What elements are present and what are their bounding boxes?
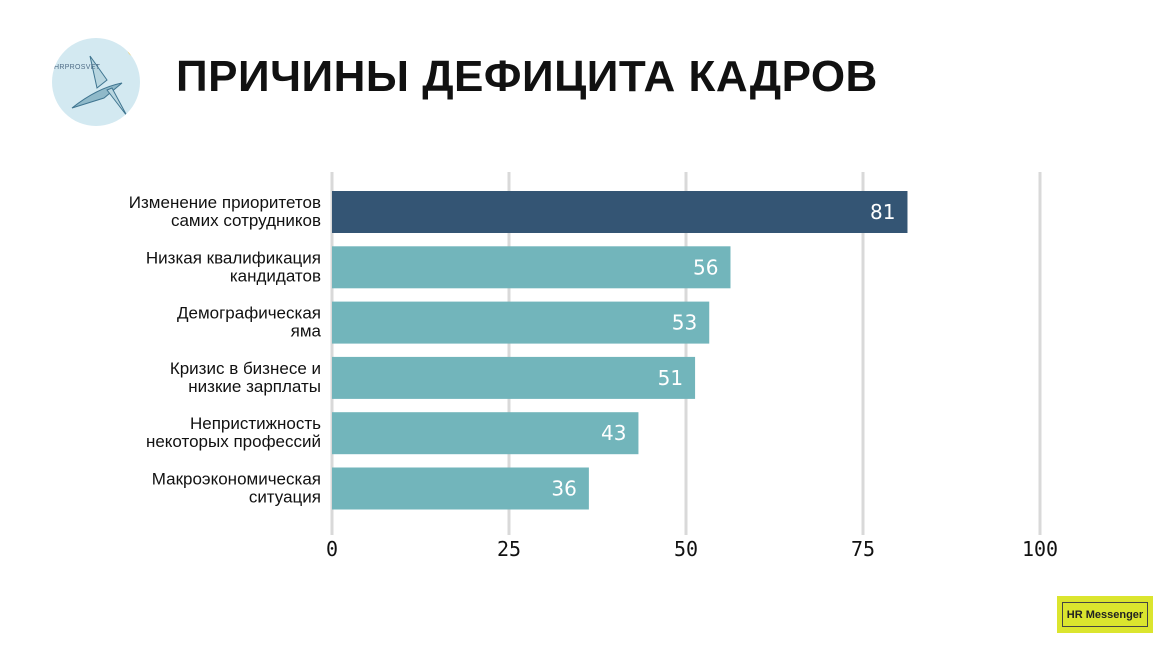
bar: [332, 301, 710, 344]
category-label: Непристижность некоторых профессий: [146, 414, 321, 451]
data-label: 43: [601, 421, 626, 445]
logo-text: HRPROSVET: [54, 64, 101, 71]
bar: [332, 467, 589, 510]
data-label: 53: [672, 311, 697, 335]
category-label: Кризис в бизнесе и низкие зарплаты: [170, 359, 321, 396]
page-title: ПРИЧИНЫ ДЕФИЦИТА КАДРОВ: [176, 52, 878, 101]
data-label: 36: [551, 477, 576, 501]
flying-fish-icon: [71, 39, 140, 117]
category-label: Низкая квалификация кандидатов: [146, 248, 321, 285]
category-label: Демографическая яма: [177, 304, 322, 341]
badge-text: HR Messenger: [1062, 602, 1148, 627]
bar: [332, 356, 696, 399]
data-label: 56: [693, 255, 718, 279]
data-label: 81: [870, 200, 895, 224]
data-label: 51: [658, 366, 683, 390]
category-label: Изменение приоритетов самих сотрудников: [129, 193, 321, 230]
x-tick-label: 100: [1022, 537, 1058, 561]
logo: HRPROSVET: [52, 38, 140, 126]
x-tick-label: 75: [851, 537, 875, 561]
bar: [332, 191, 908, 233]
category-label: Макроэкономическая ситуация: [152, 470, 321, 507]
x-tick-label: 0: [326, 537, 338, 561]
hr-messenger-badge: HR Messenger: [1057, 596, 1153, 633]
x-tick-label: 25: [497, 537, 521, 561]
x-tick-label: 50: [674, 537, 698, 561]
bar: [332, 412, 639, 455]
bar: [332, 246, 731, 289]
